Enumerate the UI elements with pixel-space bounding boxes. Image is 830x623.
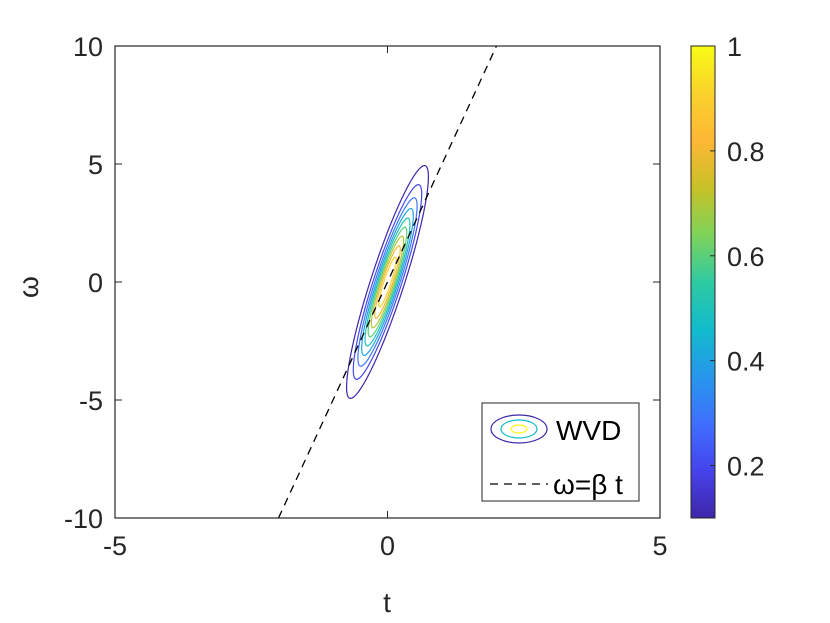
x-tick-label: -5 <box>103 531 127 561</box>
wvd-contours <box>345 164 430 400</box>
contour-level <box>374 245 401 319</box>
colorbar-tick-label: 0.6 <box>727 242 765 272</box>
legend: WVD ω=β t <box>481 402 640 502</box>
colorbar-bar <box>690 45 716 519</box>
contour-level <box>378 256 397 308</box>
contour-level <box>361 207 414 357</box>
y-tick-label: 10 <box>73 32 103 62</box>
colorbar-tick-label: 1 <box>727 32 742 62</box>
colorbar-tick-label: 0.4 <box>727 347 765 377</box>
y-axis: -10 -5 0 5 10 <box>64 32 660 534</box>
colorbar-ticks: 0.2 0.4 0.6 0.8 1 <box>710 32 765 482</box>
legend-wvd-swatch <box>490 414 548 444</box>
contour-level <box>367 226 408 338</box>
contour-level <box>364 217 411 347</box>
x-axis: -5 0 5 <box>103 46 668 561</box>
y-tick-label: 0 <box>88 268 103 298</box>
legend-label-wvd: WVD <box>556 415 621 446</box>
y-tick-label: 5 <box>88 150 103 180</box>
y-tick-label: -5 <box>79 386 103 416</box>
legend-label-line: ω=β t <box>553 469 623 500</box>
y-tick-label: -10 <box>64 504 103 534</box>
contour-level <box>357 197 418 367</box>
contour-level <box>352 183 423 381</box>
x-tick-label: 5 <box>652 531 667 561</box>
contour-level <box>370 235 405 329</box>
x-tick-label: 0 <box>380 531 395 561</box>
y-axis-label: ω <box>13 276 44 298</box>
colorbar-tick-label: 0.8 <box>727 137 765 167</box>
omega-beta-t-line <box>277 46 498 518</box>
legend-box <box>481 402 640 502</box>
x-axis-label: t <box>383 587 391 618</box>
colorbar-tick-label: 0.2 <box>727 452 765 482</box>
contour-level <box>345 164 430 400</box>
colorbar: 0.2 0.4 0.6 0.8 1 <box>690 32 765 519</box>
